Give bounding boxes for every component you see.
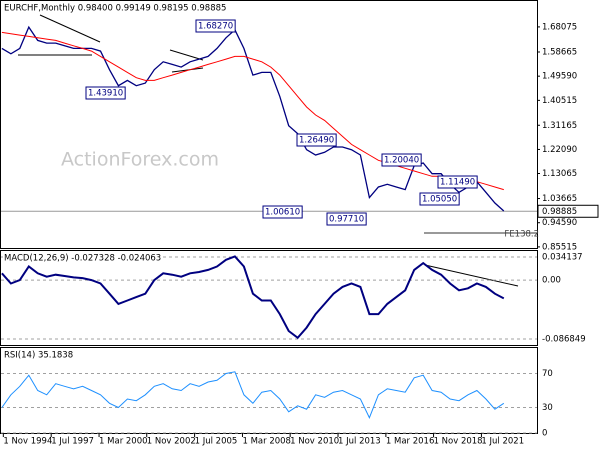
- panel-title: RSI(14) 35.1838: [4, 351, 73, 361]
- y-tick-label: 0.94590: [542, 218, 577, 228]
- y-tick-label: 0.85515: [542, 242, 577, 252]
- annotation-box: [296, 133, 337, 147]
- x-tick-label: 1 Jul 1997: [51, 437, 94, 447]
- price-panel: [0, 0, 538, 249]
- y-tick-label: 0.00: [542, 276, 561, 286]
- last-price-box: [537, 204, 599, 218]
- y-tick-label: 1.58665: [542, 47, 577, 57]
- y-tick-label: 0: [542, 429, 547, 439]
- y-tick-label: 70: [542, 369, 553, 379]
- annotation-box: [195, 19, 236, 33]
- watermark: ActionForex.com: [61, 149, 219, 171]
- y-tick-label: 1.13065: [542, 169, 577, 179]
- annotation-box: [381, 153, 422, 167]
- annotation: 0.97710: [329, 215, 364, 225]
- y-tick-label: -0.086849: [542, 335, 586, 345]
- annotation-box: [262, 205, 303, 219]
- x-tick-label: 1 Mar 2008: [242, 437, 290, 447]
- annotation: 1.43910: [88, 89, 123, 99]
- y-tick-label: 1.22090: [542, 145, 577, 155]
- x-tick-label: 1 Mar 2016: [386, 437, 434, 447]
- y-tick-label: 30: [542, 403, 553, 413]
- annotation: FE138.2: [504, 230, 539, 240]
- last-price-label: 0.98885: [542, 207, 577, 217]
- title-bg: [3, 3, 228, 14]
- y-tick-label: 1.49590: [542, 72, 577, 82]
- series-line: [1, 31, 504, 191]
- panel-title: EURCHF,Monthly 0.98400 0.99149 0.98195 0…: [4, 4, 226, 14]
- y-tick-label: 1.31165: [542, 121, 577, 131]
- x-tick-label: 1 Nov 2002: [147, 437, 196, 447]
- trendline: [39, 14, 101, 43]
- x-tick-label: 1 Jul 2021: [481, 437, 524, 447]
- annotation-box: [437, 175, 478, 189]
- x-tick-label: 1 Nov 2010: [290, 437, 339, 447]
- rsi-panel: [0, 347, 538, 434]
- annotation-box: [326, 212, 367, 226]
- trendline: [169, 49, 204, 61]
- annotation-box: [419, 192, 460, 206]
- x-tick-label: 1 Mar 2000: [99, 437, 147, 447]
- annotation-box: [85, 86, 126, 100]
- x-tick-label: 1 Nov 2018: [434, 437, 483, 447]
- macd-panel: [0, 250, 538, 346]
- title-bg: [3, 350, 75, 361]
- y-tick-label: 0.034137: [542, 252, 583, 262]
- y-tick-label: 1.03665: [542, 194, 577, 204]
- x-tick-label: 1 Nov 1994: [3, 437, 52, 447]
- y-tick-label: 1.68075: [542, 22, 577, 32]
- annotation: 1.11490: [440, 178, 475, 188]
- x-tick-label: 1 Jul 2005: [195, 437, 238, 447]
- x-tick-label: 1 Jul 2013: [338, 437, 381, 447]
- panel-title: MACD(12,26,9) -0.027328 -0.024063: [4, 254, 161, 264]
- annotation: 1.00610: [265, 208, 300, 218]
- annotation: 1.05050: [422, 195, 457, 205]
- series-line: [1, 371, 505, 419]
- y-tick-label: 1.40515: [542, 96, 577, 106]
- macd-trendline: [424, 264, 519, 287]
- annotation: 1.68270: [198, 22, 233, 32]
- annotation: 1.26490: [299, 136, 334, 146]
- annotation: 1.20040: [384, 156, 419, 166]
- title-bg: [3, 253, 163, 264]
- series-line: [1, 255, 505, 340]
